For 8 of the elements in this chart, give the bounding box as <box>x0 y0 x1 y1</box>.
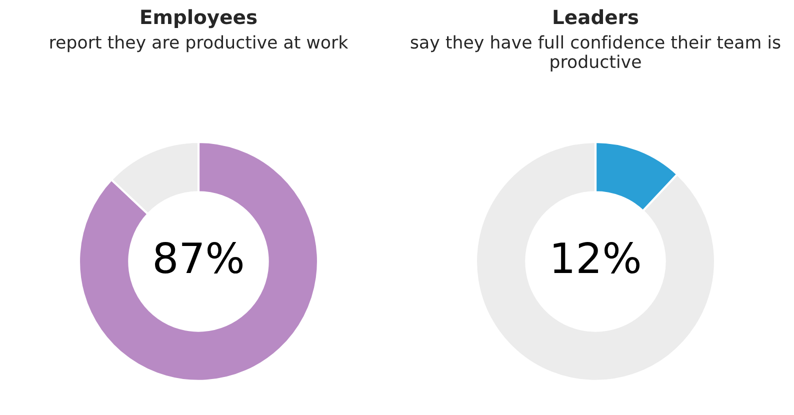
text: 12% <box>554 242 640 274</box>
chart-subtitle: say they have full confidence their team is productive <box>410 35 780 72</box>
donut-slice <box>474 140 716 382</box>
text: 87% <box>155 242 243 274</box>
chart-subtitle: report they are productive at work <box>50 35 348 52</box>
donut-slice <box>78 140 320 382</box>
chart-title: Employees <box>141 9 257 28</box>
chart-title: Leaders <box>554 9 638 24</box>
